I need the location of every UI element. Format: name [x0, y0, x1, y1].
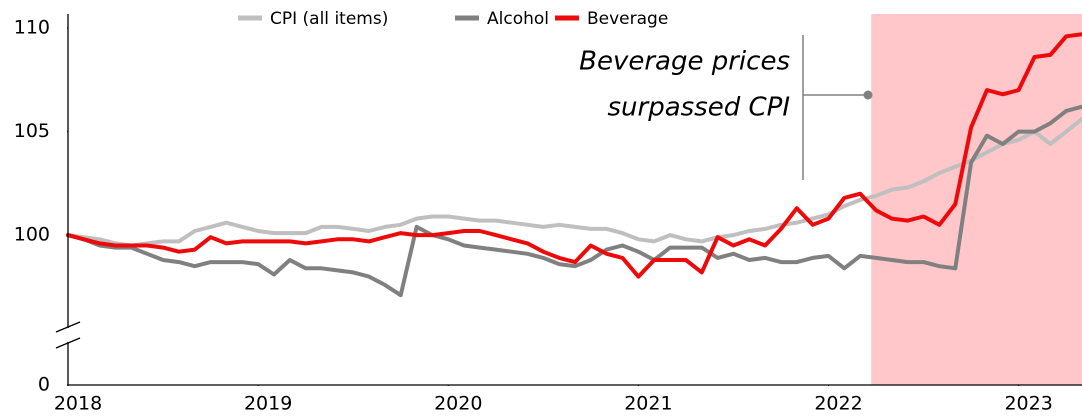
line-series: [66, 117, 1082, 248]
line-series: [66, 104, 1082, 298]
y-tick-label: 0: [38, 374, 50, 396]
line-series: [66, 32, 1082, 279]
y-tick-label: 110: [14, 17, 50, 39]
lines-layer: [66, 32, 1082, 298]
x-tick-label: 2020: [434, 393, 482, 415]
x-tick-label: 2022: [814, 393, 862, 415]
x-tick-label: 2021: [624, 393, 672, 415]
axis-break: [55, 337, 81, 349]
y-tick-label: 100: [14, 224, 50, 246]
legend-label: CPI (all items): [270, 9, 388, 29]
legend-label: Beverage: [587, 9, 668, 29]
annotation-dot: [863, 90, 873, 100]
x-tick-label: 2018: [54, 393, 102, 415]
x-tick-label: 2023: [1004, 393, 1052, 415]
x-tick-label: 2019: [244, 393, 292, 415]
annotation: surpassed CPI: [607, 93, 790, 123]
legend-label: Alcohol: [487, 9, 549, 29]
y-tick-label: 105: [14, 120, 50, 142]
axes-layer: 0 100 105 110 2018 2019 2020 2021 2022 2023 CPI (a…: [14, 9, 1082, 415]
annotation: Beverage prices: [579, 47, 790, 77]
axis-break: [55, 321, 81, 333]
shade-layer: [871, 14, 1082, 385]
highlight-band: [871, 14, 1082, 385]
